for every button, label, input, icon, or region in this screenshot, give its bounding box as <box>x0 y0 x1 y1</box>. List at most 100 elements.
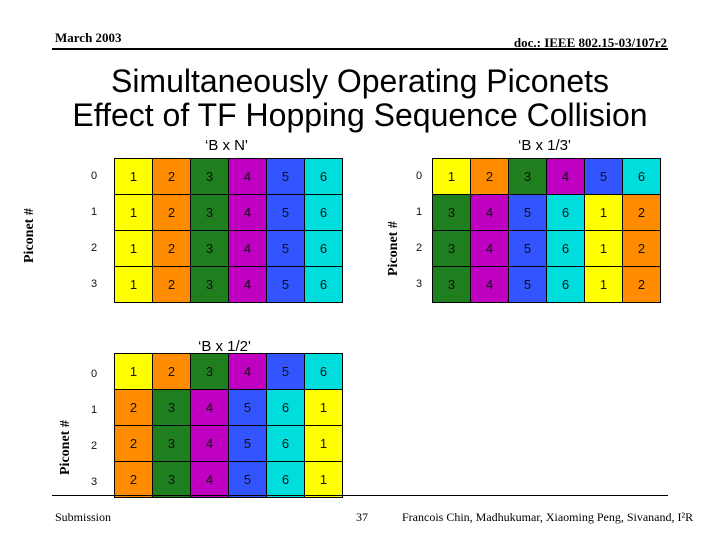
hop-cell: 5 <box>229 390 267 426</box>
hop-cell: 5 <box>509 231 547 267</box>
axis-label-bx13: Piconet # <box>386 221 401 276</box>
footer-page-number: 37 <box>356 510 368 524</box>
hop-cell: 2 <box>471 159 509 195</box>
hop-cell: 4 <box>229 195 267 231</box>
hop-cell: 3 <box>433 195 471 231</box>
row-labels-bx12: 0 1 2 3 <box>91 356 111 500</box>
hop-cell: 4 <box>191 462 229 498</box>
hop-cell: 5 <box>267 159 305 195</box>
hop-cell: 6 <box>305 231 343 267</box>
axis-label-bxn: Piconet # <box>22 208 37 263</box>
header-date: March 2003 <box>55 30 122 45</box>
hop-cell: 4 <box>191 426 229 462</box>
hop-cell: 5 <box>509 195 547 231</box>
hop-cell: 1 <box>585 231 623 267</box>
footer-authors: Francois Chin, Madhukumar, Xiaoming Peng… <box>402 510 694 524</box>
footer-submission: Submission <box>55 510 112 524</box>
hop-cell: 6 <box>305 267 343 303</box>
hop-cell: 6 <box>305 159 343 195</box>
title-line-2: Effect of TF Hopping Sequence Collision <box>72 97 648 133</box>
hop-cell: 6 <box>623 159 661 195</box>
hop-cell: 3 <box>433 231 471 267</box>
grid-label-bxn: ‘B x N' <box>205 137 248 154</box>
hop-cell: 6 <box>547 267 585 303</box>
hop-cell: 2 <box>115 462 153 498</box>
row-label: 2 <box>416 242 423 254</box>
row-label: 0 <box>91 368 98 380</box>
hop-cell: 6 <box>267 426 305 462</box>
hop-cell: 4 <box>229 159 267 195</box>
row-label: 3 <box>416 278 423 290</box>
hop-cell: 3 <box>153 390 191 426</box>
footer-rule <box>52 495 668 496</box>
hop-cell: 4 <box>191 390 229 426</box>
hop-cell: 5 <box>509 267 547 303</box>
hop-cell: 4 <box>229 354 267 390</box>
hop-cell: 6 <box>305 354 343 390</box>
hop-cell: 6 <box>547 195 585 231</box>
hop-cell: 2 <box>623 195 661 231</box>
hop-cell: 3 <box>191 354 229 390</box>
hop-cell: 5 <box>267 354 305 390</box>
row-label: 3 <box>91 278 98 290</box>
row-label: 3 <box>91 476 98 488</box>
slide-title: Simultaneously Operating Piconets Effect… <box>0 64 720 132</box>
hop-cell: 3 <box>191 195 229 231</box>
hop-cell: 1 <box>115 267 153 303</box>
header-rule <box>52 48 668 50</box>
row-label: 1 <box>91 206 98 218</box>
title-line-1: Simultaneously Operating Piconets <box>110 63 610 99</box>
row-labels-bx13: 0 1 2 3 <box>416 158 436 302</box>
hop-cell: 2 <box>153 159 191 195</box>
hop-cell: 5 <box>585 159 623 195</box>
hop-cell: 4 <box>471 231 509 267</box>
hop-cell: 1 <box>305 390 343 426</box>
hop-cell: 1 <box>305 426 343 462</box>
row-label: 1 <box>416 206 423 218</box>
hop-cell: 6 <box>267 390 305 426</box>
hop-cell: 5 <box>267 195 305 231</box>
row-label: 0 <box>91 170 98 182</box>
hop-cell: 1 <box>115 195 153 231</box>
hop-cell: 4 <box>547 159 585 195</box>
hop-cell: 4 <box>229 231 267 267</box>
hop-cell: 4 <box>471 267 509 303</box>
hop-cell: 2 <box>153 267 191 303</box>
hop-cell: 6 <box>305 195 343 231</box>
hop-cell: 2 <box>153 195 191 231</box>
hop-cell: 1 <box>115 354 153 390</box>
hop-cell: 3 <box>191 231 229 267</box>
hop-cell: 1 <box>115 231 153 267</box>
row-label: 0 <box>416 170 423 182</box>
hop-cell: 2 <box>153 231 191 267</box>
hop-cell: 5 <box>267 231 305 267</box>
hop-cell: 3 <box>191 267 229 303</box>
hop-cell: 1 <box>433 159 471 195</box>
hop-cell: 3 <box>191 159 229 195</box>
hop-cell: 1 <box>305 462 343 498</box>
hop-cell: 2 <box>153 354 191 390</box>
hop-cell: 3 <box>509 159 547 195</box>
hop-cell: 2 <box>115 390 153 426</box>
hop-cell: 3 <box>153 426 191 462</box>
row-label: 1 <box>91 404 98 416</box>
hop-cell: 6 <box>547 231 585 267</box>
row-labels-bxn: 0 1 2 3 <box>91 158 111 302</box>
hop-cell: 2 <box>623 231 661 267</box>
hop-cell: 4 <box>471 195 509 231</box>
grid-label-bx12: ‘B x 1/2' <box>198 338 251 355</box>
hop-cell: 5 <box>229 462 267 498</box>
hop-cell: 3 <box>153 462 191 498</box>
axis-label-bx12: Piconet # <box>58 420 73 475</box>
hop-cell: 6 <box>267 462 305 498</box>
row-label: 2 <box>91 440 98 452</box>
row-label: 2 <box>91 242 98 254</box>
hop-cell: 5 <box>267 267 305 303</box>
hop-cell: 2 <box>115 426 153 462</box>
grid-label-bx13: ‘B x 1/3' <box>518 137 571 154</box>
header-doc-id: doc.: IEEE 802.15-03/107r2 <box>513 35 667 50</box>
hop-cell: 1 <box>115 159 153 195</box>
